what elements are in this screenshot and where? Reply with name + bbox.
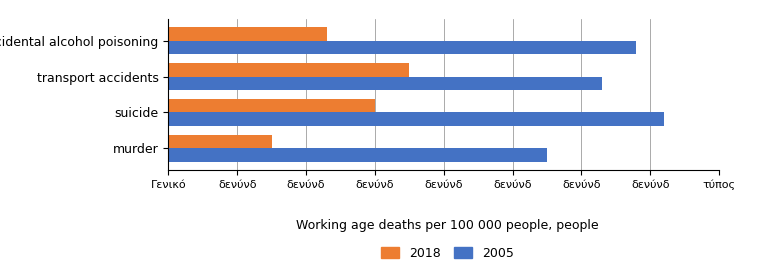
Bar [168, 41, 636, 54]
Text: Working age deaths per 100 000 people, people: Working age deaths per 100 000 people, p… [296, 219, 599, 232]
Bar [168, 63, 409, 77]
Legend: 2018, 2005: 2018, 2005 [376, 242, 519, 265]
Bar [168, 99, 375, 112]
Bar [168, 135, 272, 148]
Bar [168, 77, 602, 90]
Bar [168, 112, 664, 126]
Bar [168, 27, 327, 41]
Bar [168, 148, 547, 162]
